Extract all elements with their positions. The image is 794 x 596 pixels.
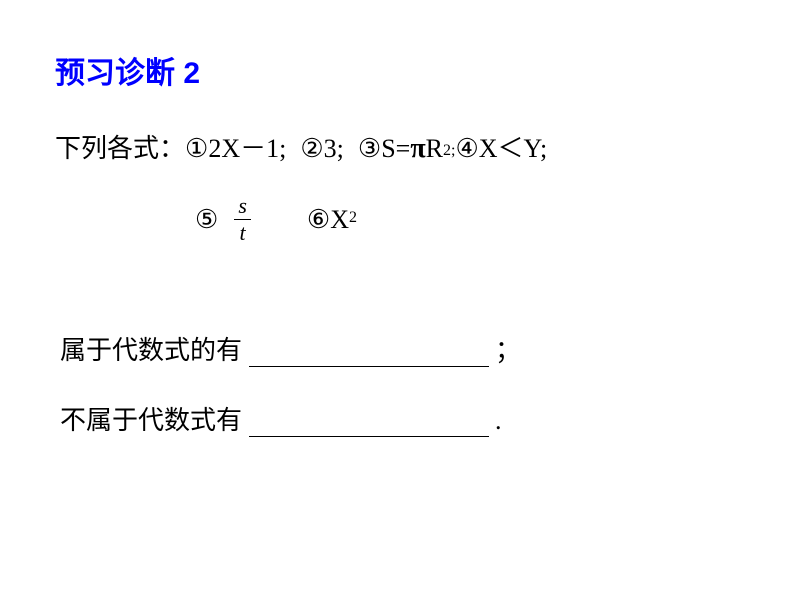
expression-line-1: 下列各式： ① 2X－1; ② 3; ③ S= π R 2; ④ X＜Y;	[55, 128, 547, 165]
line4-suffix: .	[495, 406, 502, 435]
expr-1: 2X－1;	[208, 128, 286, 165]
marker-5: ⑤	[195, 205, 218, 235]
answer-line-not-belongs: 不属于代数式有 .	[60, 400, 502, 437]
expr-6a: X	[330, 205, 349, 235]
marker-4: ④	[455, 134, 478, 164]
superscript-6: 2	[349, 209, 357, 227]
fraction-numerator: s	[234, 195, 251, 220]
expression-line-2: ⑤ s t ⑥ X 2	[55, 195, 357, 244]
expr-3b: R	[426, 134, 443, 164]
blank-2	[249, 411, 489, 437]
superscript-3: 2;	[443, 142, 455, 160]
fraction-denominator: t	[236, 220, 250, 244]
line3-prefix: 属于代数式的有	[60, 336, 242, 365]
expr-4: X＜Y;	[479, 128, 547, 165]
pi-icon: π	[410, 133, 425, 165]
marker-3: ③	[358, 134, 381, 164]
line4-prefix: 不属于代数式有	[60, 406, 242, 435]
line1-prefix: 下列各式：	[55, 128, 185, 165]
answer-line-belongs: 属于代数式的有 ；	[60, 330, 521, 367]
marker-2: ②	[300, 134, 323, 164]
page-title: 预习诊断 2	[55, 48, 200, 92]
expr-2: 3;	[324, 134, 344, 164]
fraction-s-over-t: s t	[234, 195, 251, 244]
expr-3a: S=	[381, 134, 410, 164]
line3-suffix: ；	[495, 336, 521, 365]
marker-1: ①	[185, 134, 208, 164]
blank-1	[249, 341, 489, 367]
marker-6: ⑥	[307, 205, 330, 235]
